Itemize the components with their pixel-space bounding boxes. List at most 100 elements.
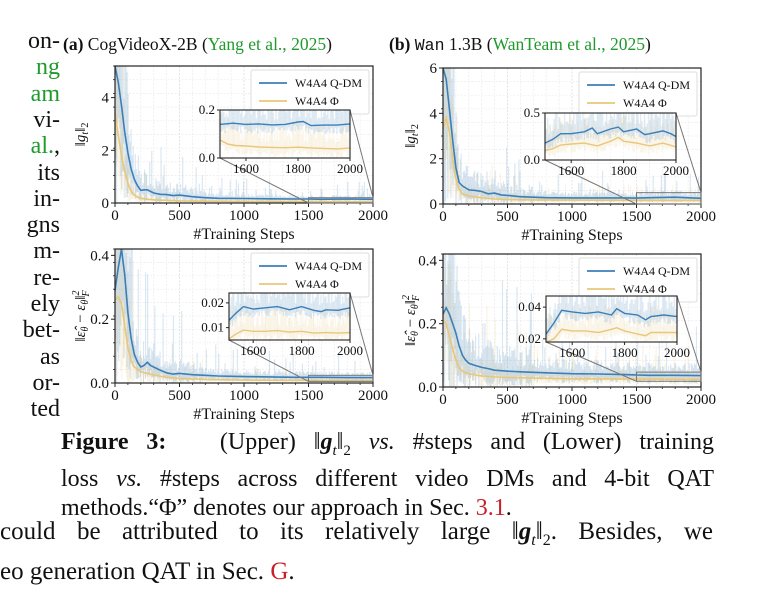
inset-x-tick-label: 1800 <box>611 163 637 178</box>
y-tick-label: 4 <box>430 106 438 122</box>
y-tick-label: 2 <box>102 143 110 159</box>
x-tick-label: 500 <box>168 388 191 404</box>
series-line-qdm <box>442 306 702 377</box>
y-axis-label: ‖ε̂θ − εθ‖2F <box>71 290 92 342</box>
series-line-qdm <box>114 65 374 201</box>
x-tick-label: 1000 <box>229 208 259 224</box>
left-text-fragment[interactable]: am <box>30 80 60 107</box>
left-text-fragment: bet- <box>22 317 60 344</box>
inset-x-tick-label: 1800 <box>612 345 638 360</box>
citation-wanteam[interactable]: WanTeam et al., <box>492 34 606 54</box>
caption-line-2: loss vs. #steps across different video D… <box>61 465 714 494</box>
subfigure-a-title: (a) CogVideoX-2B (Yang et al., 2025) <box>63 34 332 55</box>
y-axis-label: ‖ε̂θ − εθ‖2F <box>401 294 422 346</box>
inset-x-tick-label: 1800 <box>285 161 311 176</box>
legend: W4A4 Q-DM W4A4 Φ <box>578 257 698 303</box>
x-tick-label: 0 <box>111 388 119 404</box>
left-text-fragment: re- <box>33 264 60 291</box>
caption-loss: loss <box>61 466 99 493</box>
zoom-connector <box>676 295 702 373</box>
inset-line-phi <box>544 136 677 152</box>
caption-label: Figure 3: <box>61 429 167 455</box>
body-text-2a: eo generation QAT in Sec. <box>0 558 265 585</box>
subfigure-b-tag: (b) <box>389 34 411 54</box>
y-tick-label: 2 <box>430 152 438 168</box>
y-tick-label: 0 <box>430 197 438 213</box>
inset-x-tick-label: 1600 <box>559 345 585 360</box>
x-tick-label: 2000 <box>686 392 716 408</box>
y-tick-label: 4 <box>102 91 110 107</box>
inset-x-tick-label: 2000 <box>663 163 689 178</box>
zoom-connector <box>349 109 374 198</box>
x-axis-label: #Training Steps <box>193 226 294 243</box>
paren-open: ( <box>201 34 208 54</box>
inset-frame <box>544 112 677 161</box>
y-tick-label: 0 <box>102 196 110 212</box>
x-tick-label: 500 <box>496 209 519 225</box>
caption-upper: (Upper) <box>219 429 296 455</box>
legend: W4A4 Q-DM W4A4 Φ <box>578 71 698 117</box>
figure-caption: Figure 3: (Upper) ‖gt‖2 vs. #steps and (… <box>61 428 714 522</box>
left-text-fragment: as <box>40 343 60 370</box>
inset-x-tick-label: 1600 <box>240 343 266 358</box>
x-tick-label: 500 <box>168 208 191 224</box>
legend: W4A4 Q-DM W4A4 Φ <box>250 252 370 298</box>
chart-a-upper: 0 500 1000 1500 2000 0 2 4 #Training Steps ‖gt‖2 W… <box>73 65 388 243</box>
y-tick-label: 0.0 <box>90 376 109 392</box>
legend: W4A4 Q-DM W4A4 Φ <box>250 69 370 115</box>
y-tick-label: 0.4 <box>90 248 109 264</box>
inset-y-tick-label: 0.0 <box>199 150 215 165</box>
x-axis-label: #Training Steps <box>521 227 622 244</box>
left-text-fragment[interactable]: al., <box>30 133 60 160</box>
x-tick-label: 1000 <box>557 392 587 408</box>
paren-close: ) <box>326 34 332 54</box>
left-text-fragment: in- <box>33 185 60 212</box>
citation-wanteam-year[interactable]: 2025 <box>610 34 646 54</box>
x-tick-label: 1500 <box>622 209 652 225</box>
inset-line-qdm <box>544 126 677 144</box>
legend-label-qdm: W4A4 Q-DM <box>295 259 362 273</box>
inset-x-tick-label: 2000 <box>337 343 363 358</box>
citation-yang-year[interactable]: 2025 <box>291 34 327 54</box>
body-period: . <box>288 558 295 585</box>
left-text-fragment: on- <box>28 28 60 54</box>
legend-label-qdm: W4A4 Q-DM <box>295 76 362 90</box>
inset-line-phi <box>219 139 351 150</box>
y-tick-label: 0.2 <box>90 312 109 328</box>
body-text: could be attributed to its relatively la… <box>0 516 713 587</box>
inset-x-tick-label: 1800 <box>289 343 315 358</box>
x-axis-label: #Training Steps <box>193 406 294 423</box>
y-tick-label: 0.2 <box>418 317 437 333</box>
caption-period: . <box>505 494 512 521</box>
legend-label-phi: W4A4 Φ <box>295 94 339 108</box>
zoom-connector <box>675 112 702 193</box>
zoom-connector <box>545 341 637 382</box>
x-tick-label: 1000 <box>557 209 587 225</box>
left-text-fragment: vi- <box>33 106 60 133</box>
section-ref-g[interactable]: G <box>270 558 289 585</box>
x-axis-label: #Training Steps <box>521 410 622 427</box>
citation-yang[interactable]: Yang et al., <box>207 34 287 54</box>
legend-label-phi: W4A4 Φ <box>295 277 339 291</box>
inset-y-tick-label: 0.01 <box>201 320 224 335</box>
y-tick-label: 0.0 <box>418 380 437 396</box>
x-tick-label: 0 <box>439 392 447 408</box>
caption-text-2: #steps across different video DMs and 4-… <box>159 466 715 493</box>
x-tick-label: 0 <box>439 209 447 225</box>
paren-close: ) <box>645 34 651 54</box>
x-tick-label: 2000 <box>358 388 388 404</box>
caption-line-3: methods.“Φ” denotes our approach in Sec.… <box>61 494 714 523</box>
section-ref-3-1[interactable]: 3.1 <box>475 494 506 521</box>
left-text-fragment[interactable]: ng <box>36 54 60 81</box>
inset-line-phi <box>545 326 677 343</box>
legend-label-qdm: W4A4 Q-DM <box>623 78 690 92</box>
left-text-fragment: m- <box>33 238 60 265</box>
subfigure-b-model-size: 1.3B <box>448 34 483 54</box>
body-line-2: eo generation QAT in Sec. G. <box>0 556 713 587</box>
body-text-1a: could be attributed to its relatively la… <box>0 518 491 545</box>
zoom-region-box <box>308 374 374 382</box>
inset-frame <box>545 295 678 343</box>
zoom-region-box <box>308 197 374 204</box>
inset-y-tick-label: 0.04 <box>518 299 541 314</box>
